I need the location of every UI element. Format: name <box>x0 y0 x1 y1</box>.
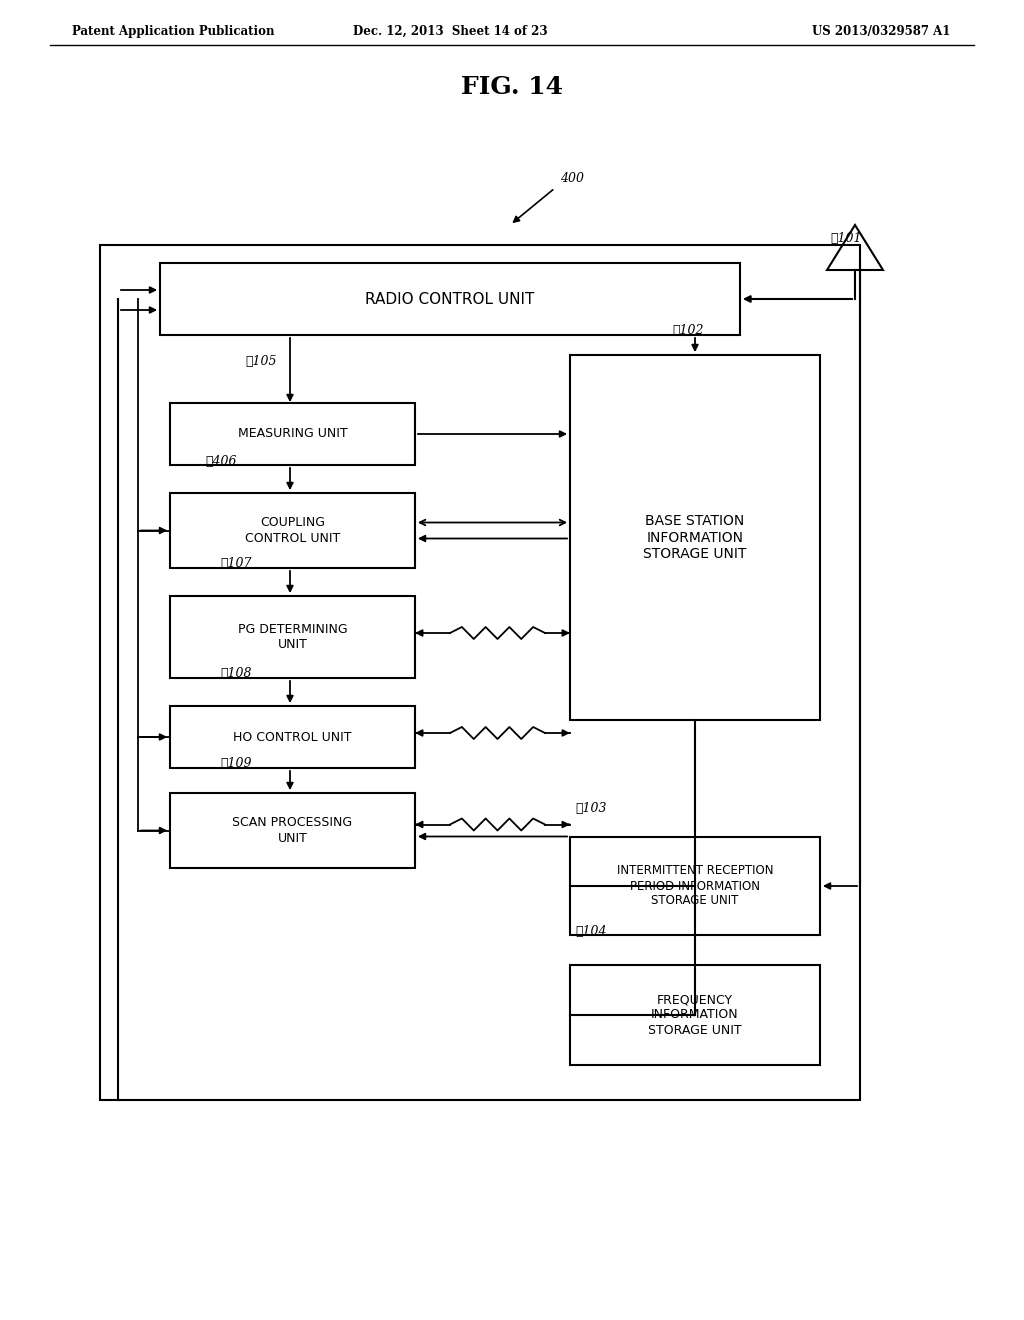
Text: ゙103: ゙103 <box>575 803 606 814</box>
Text: FREQUENCY
INFORMATION
STORAGE UNIT: FREQUENCY INFORMATION STORAGE UNIT <box>648 994 741 1036</box>
Text: ゙406: ゙406 <box>205 455 237 469</box>
FancyBboxPatch shape <box>170 403 415 465</box>
Text: ゙108: ゙108 <box>220 667 252 680</box>
Text: ゙105: ゙105 <box>245 355 276 368</box>
Text: MEASURING UNIT: MEASURING UNIT <box>238 428 347 441</box>
Text: INTERMITTENT RECEPTION
PERIOD INFORMATION
STORAGE UNIT: INTERMITTENT RECEPTION PERIOD INFORMATIO… <box>616 865 773 908</box>
FancyBboxPatch shape <box>170 793 415 869</box>
Text: ゙109: ゙109 <box>220 756 252 770</box>
Text: COUPLING
CONTROL UNIT: COUPLING CONTROL UNIT <box>245 516 340 544</box>
FancyBboxPatch shape <box>170 597 415 678</box>
Text: HO CONTROL UNIT: HO CONTROL UNIT <box>233 730 352 743</box>
Text: BASE STATION
INFORMATION
STORAGE UNIT: BASE STATION INFORMATION STORAGE UNIT <box>643 515 746 561</box>
FancyBboxPatch shape <box>570 355 820 719</box>
Text: 400: 400 <box>560 172 584 185</box>
Text: ゙104: ゙104 <box>575 925 606 939</box>
FancyBboxPatch shape <box>100 246 860 1100</box>
Text: ゙102: ゙102 <box>672 323 703 337</box>
FancyBboxPatch shape <box>170 492 415 568</box>
Text: ゙101: ゙101 <box>830 232 861 246</box>
Text: SCAN PROCESSING
UNIT: SCAN PROCESSING UNIT <box>232 817 352 845</box>
FancyBboxPatch shape <box>160 263 740 335</box>
Text: Patent Application Publication: Patent Application Publication <box>72 25 274 38</box>
FancyBboxPatch shape <box>170 706 415 768</box>
Text: PG DETERMINING
UNIT: PG DETERMINING UNIT <box>238 623 347 651</box>
Text: RADIO CONTROL UNIT: RADIO CONTROL UNIT <box>366 292 535 306</box>
Text: FIG. 14: FIG. 14 <box>461 75 563 99</box>
Text: Dec. 12, 2013  Sheet 14 of 23: Dec. 12, 2013 Sheet 14 of 23 <box>352 25 547 38</box>
FancyBboxPatch shape <box>570 837 820 935</box>
FancyBboxPatch shape <box>570 965 820 1065</box>
Text: US 2013/0329587 A1: US 2013/0329587 A1 <box>812 25 950 38</box>
Text: ゙107: ゙107 <box>220 557 252 570</box>
